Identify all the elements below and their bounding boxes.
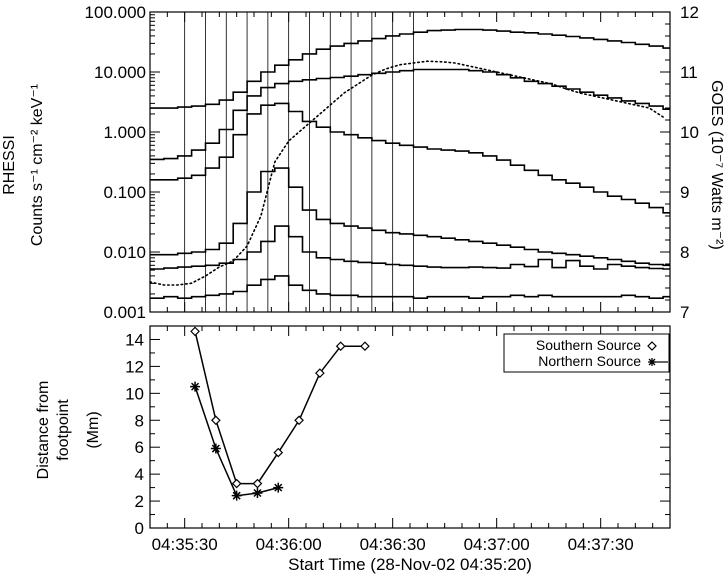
- northern-source-point: [252, 487, 263, 498]
- northern-source-point: [190, 381, 201, 392]
- southern-source-point: [231, 478, 242, 489]
- legend-label-southern-source: Southern Source: [536, 337, 641, 353]
- rhessi-histogram-series-2: [150, 102, 670, 214]
- southern-source-point: [335, 341, 346, 352]
- left-tick-label-5: 100.000: [85, 3, 146, 22]
- bottom-y-axis-label-line3: (Mm): [85, 411, 102, 448]
- northern-source-point: [231, 490, 242, 501]
- rhessi-histogram-series-5: [150, 275, 670, 299]
- x-tick-label-2: 04:36:30: [360, 535, 426, 554]
- rhessi-histogram-series-1: [150, 68, 670, 161]
- legend-diamond-icon: [647, 341, 657, 351]
- right-tick-label-3: 10: [680, 123, 699, 142]
- top-left-axis-label-line2: Counts s⁻¹ cm⁻² keV⁻¹: [29, 84, 46, 246]
- southern-source-point: [190, 326, 200, 337]
- legend-label-northern-source: Northern Source: [538, 353, 641, 369]
- left-tick-label-2: 0.100: [103, 183, 146, 202]
- goes-dotted-series: [149, 60, 664, 286]
- legend: Southern Source Northern Source: [503, 333, 670, 373]
- left-tick-label-0: 0.001: [103, 303, 146, 322]
- northern-source-point: [273, 482, 284, 493]
- rhessi-histogram-series-0: [150, 28, 670, 109]
- right-tick-label-4: 11: [680, 63, 698, 82]
- northern-source-point: [210, 443, 221, 454]
- bottom-panel-plot: 04:35:30 04:36:00 04:36:30 04:37:00 04:37:30…: [125, 325, 671, 554]
- southern-source-point: [294, 415, 304, 426]
- legend-box: [503, 333, 670, 373]
- bottom-y-tick-label-3: 6: [135, 438, 144, 457]
- right-tick-label-5: 12: [680, 3, 699, 22]
- southern-source-point: [273, 447, 284, 458]
- southern-source-point: [315, 368, 325, 378]
- top-panel-plot: 0.001 0.010 0.100 1.000 10.000 100.000 7 8 9 10 11…: [85, 3, 699, 322]
- x-tick-label-0: 04:35:30: [152, 535, 218, 554]
- x-tick-label-3: 04:37:00: [464, 535, 530, 554]
- right-tick-label-2: 9: [680, 183, 689, 202]
- bottom-y-axis-label-line1: Distance from: [35, 381, 52, 480]
- bottom-y-axis-label-line2: footpoint: [55, 399, 72, 461]
- right-tick-label-0: 7: [680, 303, 689, 322]
- rhessi-histogram-series-3: [150, 167, 670, 267]
- left-tick-label-4: 10.000: [94, 63, 146, 82]
- legend-asterisk-icon: [648, 358, 656, 366]
- southern-source-point: [211, 415, 221, 426]
- bottom-y-tick-label-7: 14: [125, 330, 144, 349]
- southern-source-point: [252, 478, 263, 489]
- bottom-y-tick-label-6: 12: [125, 357, 144, 376]
- rhessi-histogram-series-4: [150, 225, 670, 270]
- x-tick-label-4: 04:37:30: [568, 535, 634, 554]
- bottom-y-tick-label-5: 10: [125, 384, 144, 403]
- x-tick-label-1: 04:36:00: [256, 535, 322, 554]
- left-tick-label-1: 0.010: [103, 243, 146, 262]
- bottom-y-tick-label-0: 0: [135, 519, 144, 538]
- bottom-y-tick-label-4: 8: [135, 411, 144, 430]
- x-axis-title: Start Time (28-Nov-02 04:35:20): [288, 555, 532, 574]
- top-left-axis-label-line1: RHESSI: [1, 135, 18, 195]
- top-right-axis-label: GOES (10⁻⁷ Watts m⁻²): [708, 80, 725, 250]
- bottom-y-tick-label-1: 2: [135, 492, 144, 511]
- bottom-y-tick-label-2: 4: [135, 465, 144, 484]
- right-tick-label-1: 8: [680, 243, 689, 262]
- southern-source-point: [360, 341, 370, 352]
- left-tick-label-3: 1.000: [103, 123, 146, 142]
